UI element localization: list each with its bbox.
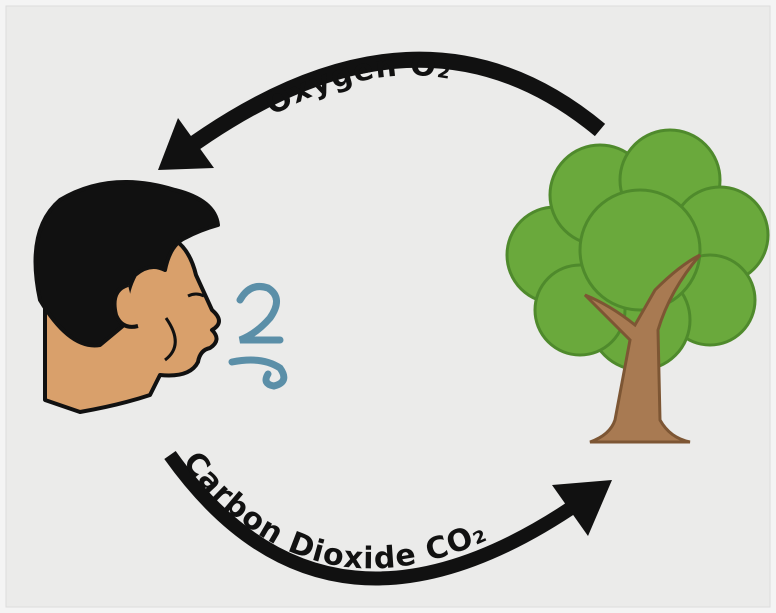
- page: Oxygen O₂ Carbon Dioxide CO₂ (() => { co…: [0, 0, 776, 613]
- diagram: Oxygen O₂ Carbon Dioxide CO₂: [0, 0, 776, 613]
